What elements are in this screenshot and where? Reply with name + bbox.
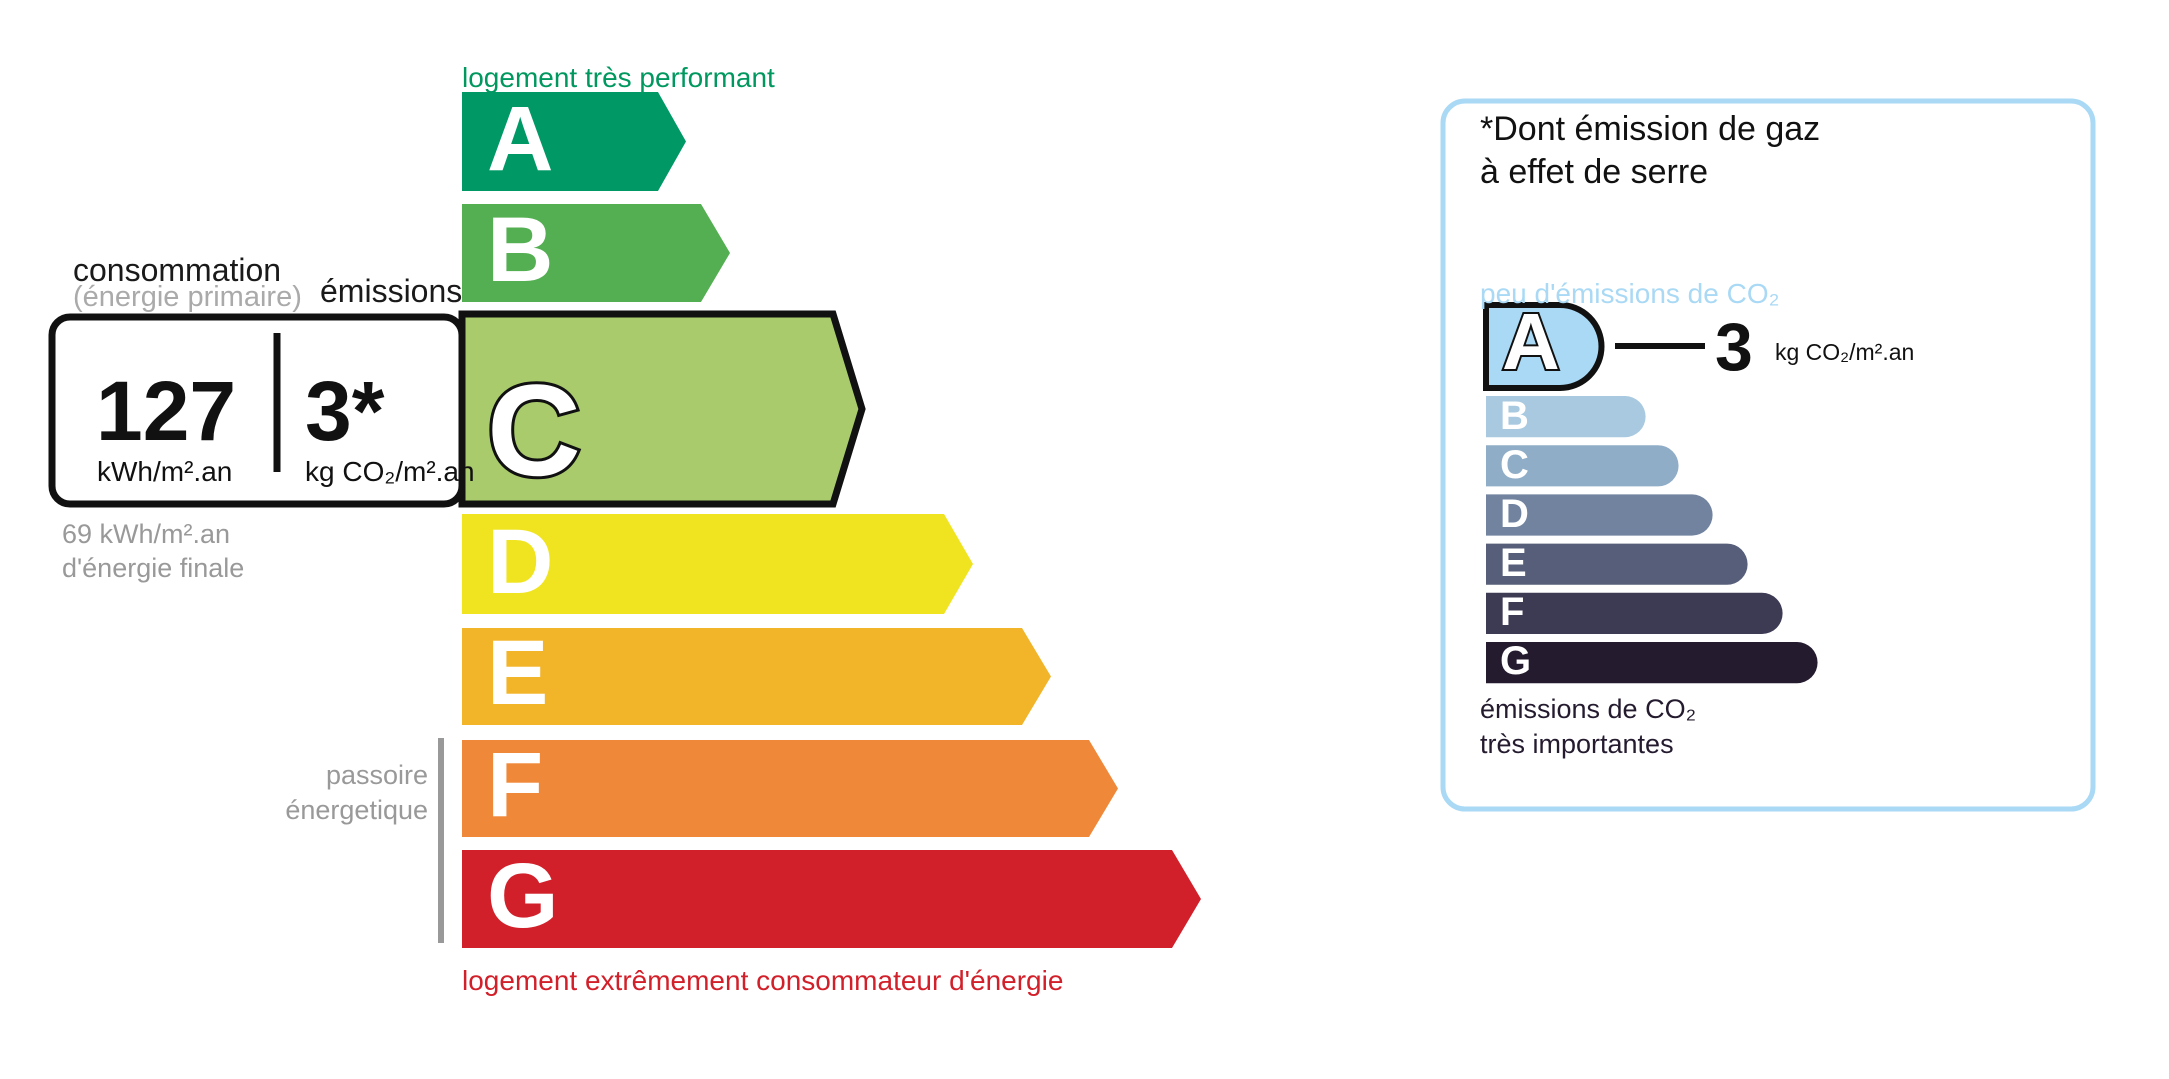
svg-text:C: C: [1500, 443, 1529, 487]
svg-text:G: G: [1500, 639, 1531, 683]
svg-text:F: F: [1500, 590, 1524, 634]
svg-text:D: D: [1500, 492, 1529, 536]
svg-text:A: A: [1502, 297, 1560, 386]
svg-text:kg CO₂/m².an: kg CO₂/m².an: [1775, 339, 1914, 365]
svg-text:B: B: [1500, 394, 1529, 438]
svg-text:3: 3: [1715, 309, 1753, 385]
svg-text:E: E: [1500, 541, 1527, 585]
